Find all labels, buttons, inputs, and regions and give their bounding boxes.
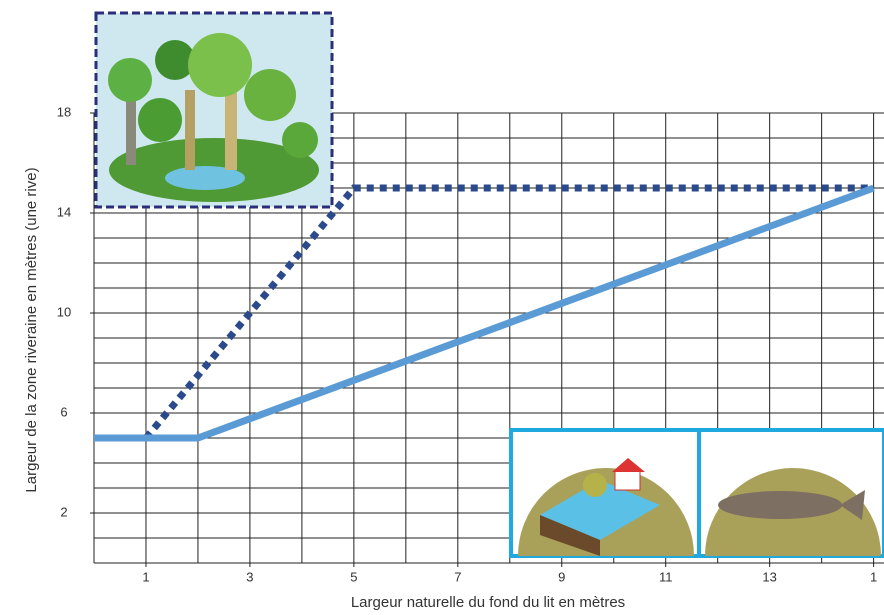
y-tick-label: 14 xyxy=(57,204,71,219)
x-tick-label: 3 xyxy=(246,569,253,584)
x-tick-label: 7 xyxy=(454,569,461,584)
x-tick-label: 13 xyxy=(762,569,776,584)
y-axis-title: Largeur de la zone riveraine en mètres (… xyxy=(23,167,40,492)
forest-illustration xyxy=(94,11,334,209)
x-tick-label: 11 xyxy=(659,569,673,584)
y-tick-label: 18 xyxy=(57,104,71,119)
data-line xyxy=(94,184,875,442)
habitat-illustrations xyxy=(509,428,884,558)
x-tick-label: 1 xyxy=(142,569,149,584)
data-line xyxy=(94,184,874,442)
y-tick-label: 10 xyxy=(57,304,71,319)
x-tick-label: 1 xyxy=(870,569,877,584)
y-tick-label: 6 xyxy=(60,404,67,419)
x-tick-label: 5 xyxy=(350,569,357,584)
y-tick-label: 2 xyxy=(60,504,67,519)
x-axis-title: Largeur naturelle du fond du lit en mètr… xyxy=(351,594,625,611)
x-tick-label: 9 xyxy=(558,569,565,584)
